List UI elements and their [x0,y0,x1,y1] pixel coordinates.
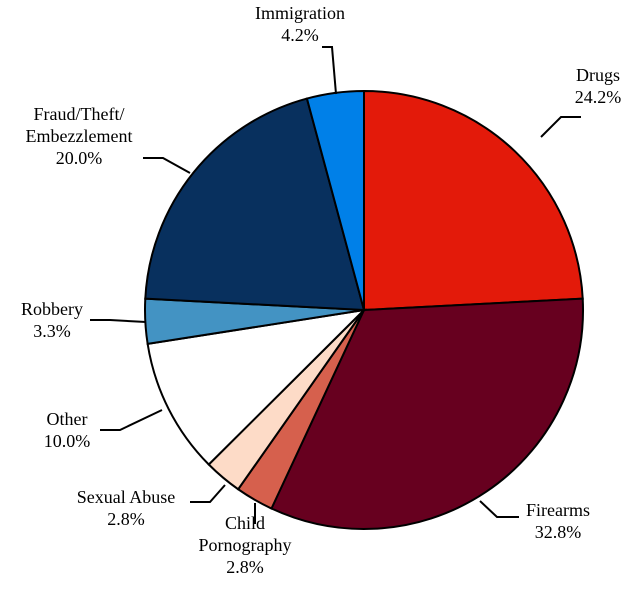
value-label: 10.0% [44,431,91,451]
label-child-pornography: Child Pornography 2.8% [199,513,292,577]
leader-line-drugs [540,116,581,138]
leader-line-other [100,409,163,431]
slice-labels: Drugs 24.2%Firearms 32.8%Child Pornography 2… [21,3,621,577]
category-label: Robbery [21,299,83,319]
value-label: 32.8% [535,522,582,542]
slice-drugs [363,89,584,312]
label-other: Other 10.0% [44,409,91,451]
category-label: Other [47,409,88,429]
leader-line-fraud-theft-embezzlement [143,157,191,174]
value-label: 2.8% [226,557,264,577]
value-label: 20.0% [56,148,103,168]
value-label: 4.2% [281,25,319,45]
value-label: 3.3% [33,321,71,341]
value-label: 24.2% [575,87,622,107]
category-label: Drugs [576,65,620,85]
label-firearms: Firearms 32.8% [526,500,590,542]
label-drugs: Drugs 24.2% [575,65,622,107]
category-label: Fraud/Theft/ [34,104,125,124]
leader-line-immigration [322,46,337,95]
leader-line-firearms [479,500,519,518]
pie-slices [143,89,585,530]
leader-line-sexual-abuse [190,484,226,503]
label-fraud-theft-embezzlement: Fraud/Theft/Embezzlement 20.0% [26,104,133,168]
category-label: Child [225,513,265,533]
label-robbery: Robbery 3.3% [21,299,83,341]
leader-line-robbery [90,319,147,323]
category-label: Immigration [255,3,345,23]
category-label: Sexual Abuse [77,487,176,507]
category-label: Firearms [526,500,590,520]
slice-fraud-theft-embezzlement [144,97,366,312]
label-sexual-abuse: Sexual Abuse 2.8% [77,487,176,529]
slice-firearms [270,297,585,530]
leader-lines [90,46,581,524]
slice-other [146,308,367,466]
value-label: 2.8% [107,509,145,529]
category-label: Embezzlement [26,126,133,146]
category-label: Pornography [199,535,292,555]
label-immigration: Immigration 4.2% [255,3,345,45]
